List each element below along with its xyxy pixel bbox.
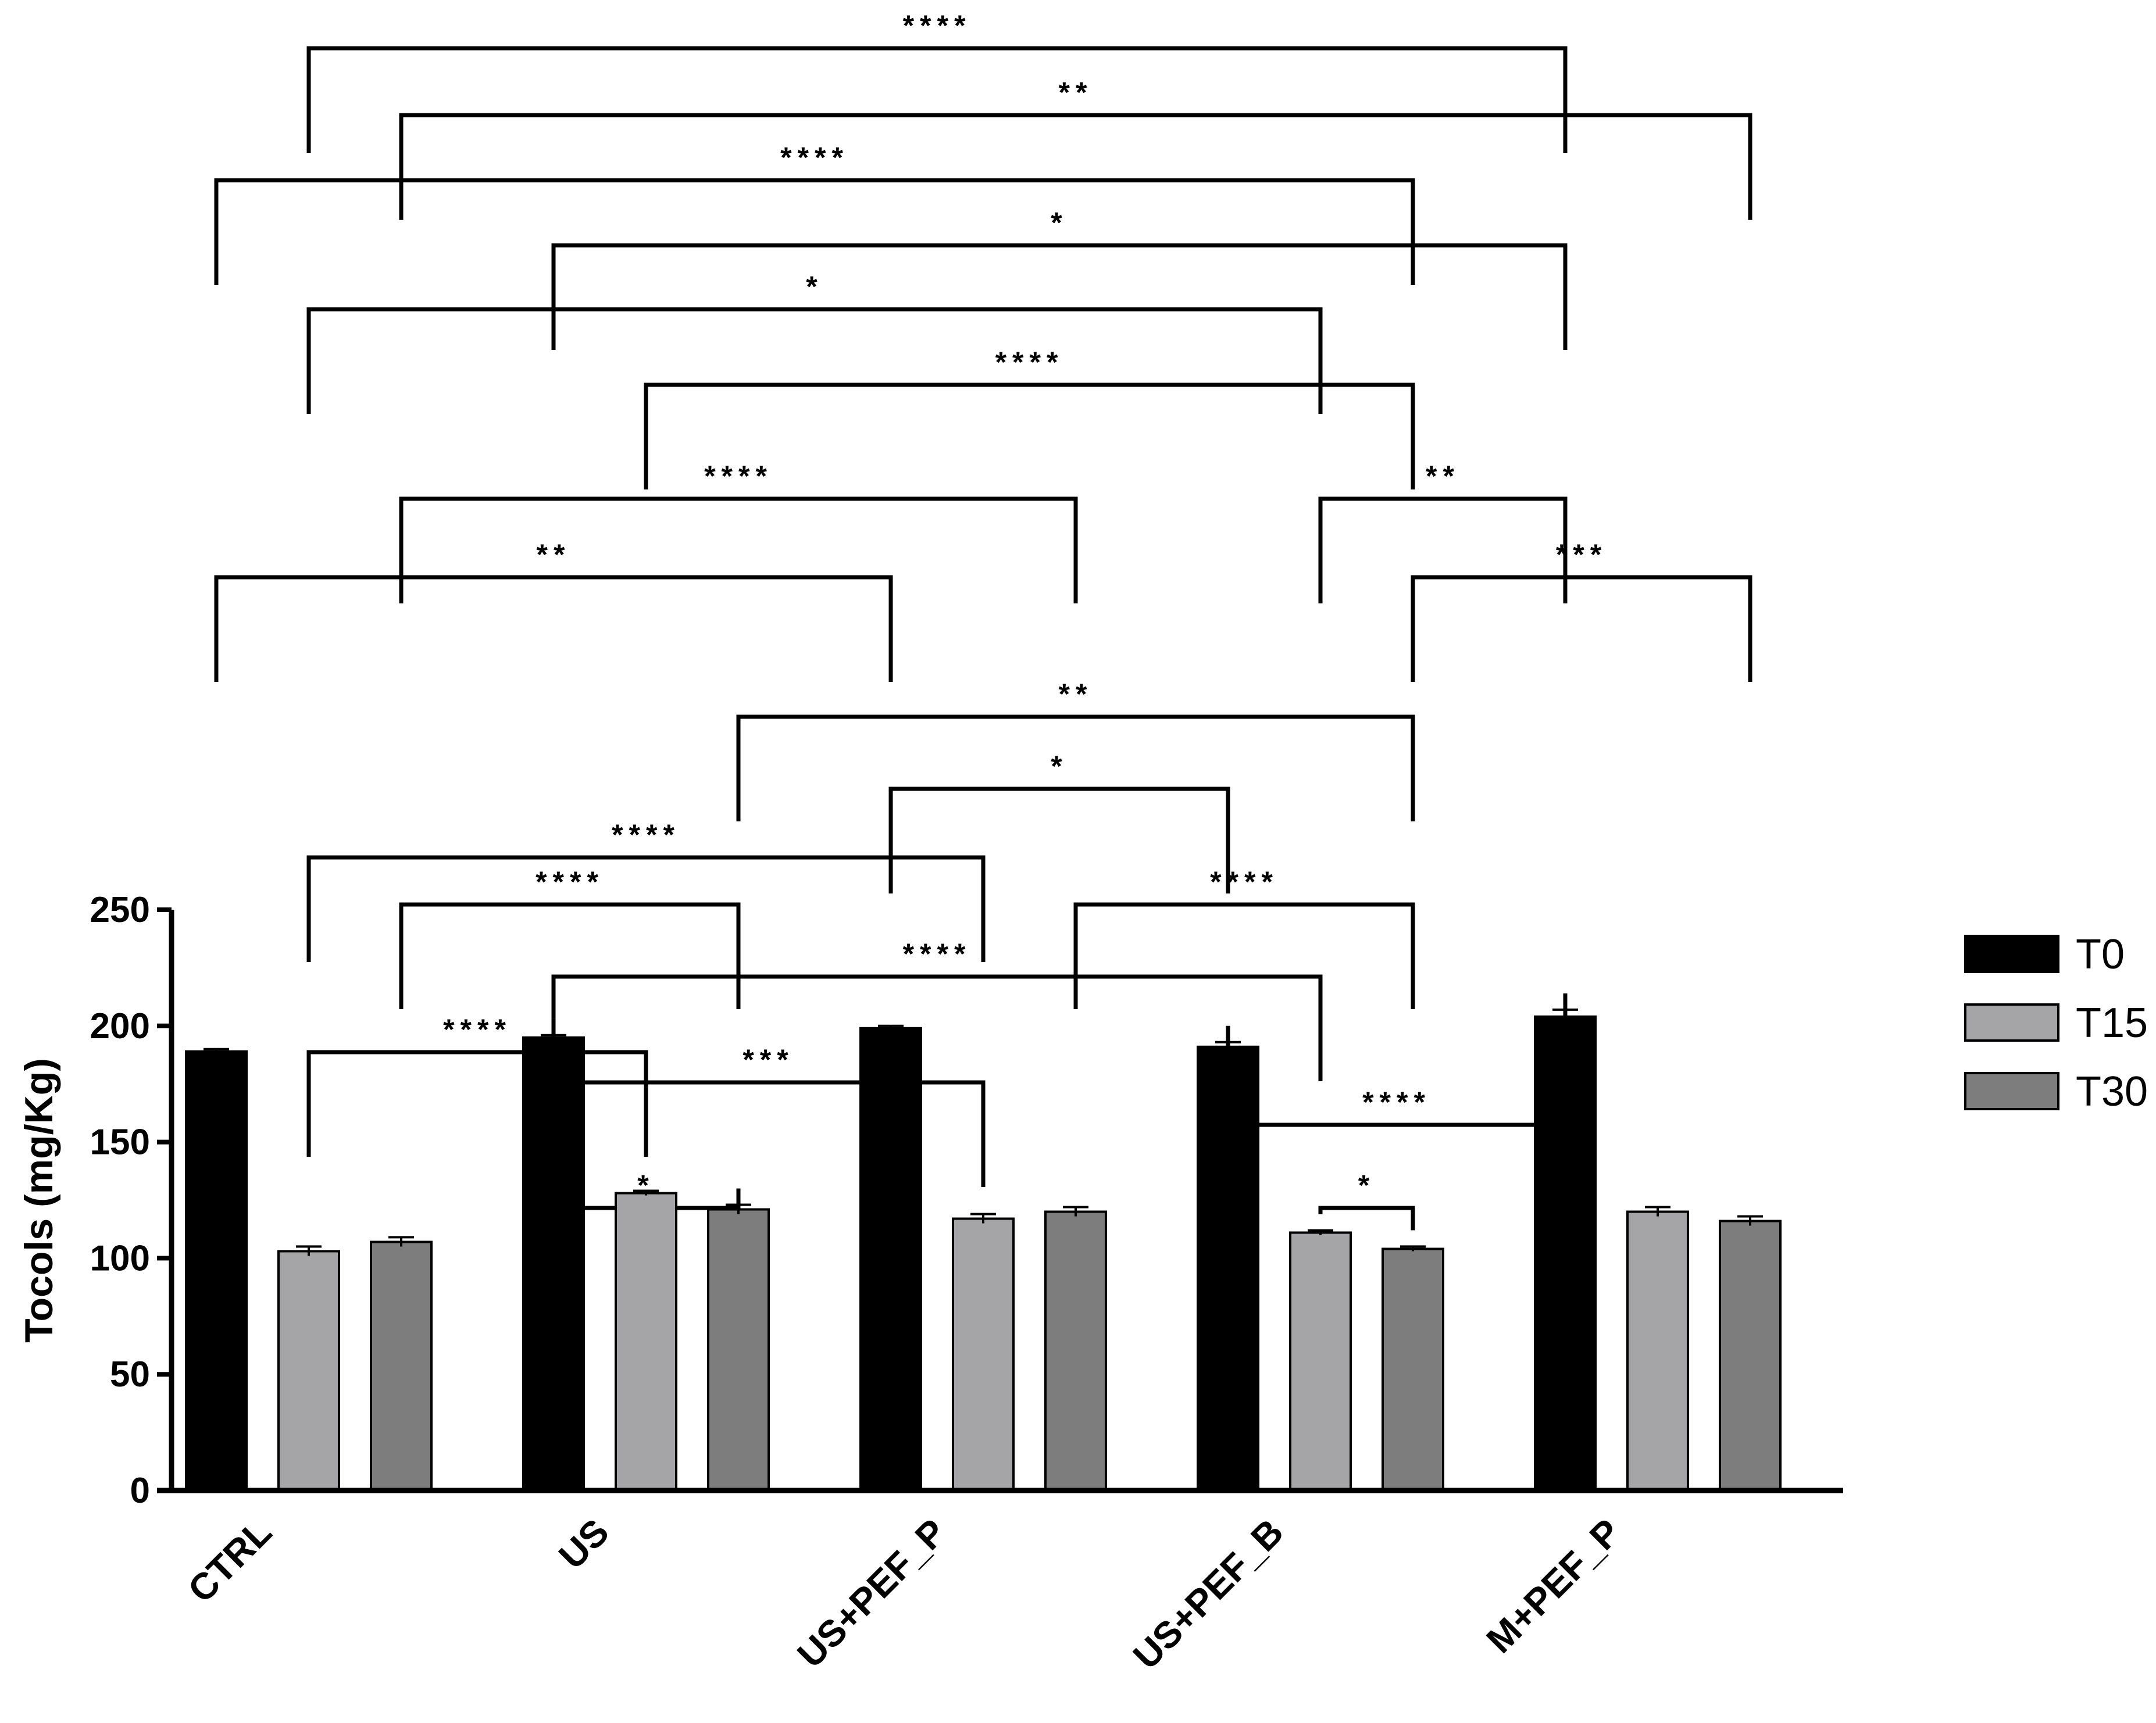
significance-label: ****	[903, 938, 972, 970]
y-tick-label: 250	[90, 890, 150, 930]
y-tick-label: 150	[90, 1123, 150, 1163]
legend-swatch-t30	[1964, 1072, 2059, 1110]
significance-label: *	[806, 270, 823, 303]
bar-t0	[1197, 1045, 1259, 1492]
y-tick-label: 0	[130, 1471, 150, 1511]
y-tick-label: 200	[90, 1006, 150, 1046]
legend: T0 T15 T30	[1964, 931, 2148, 1115]
y-tick-label: 50	[110, 1354, 150, 1395]
significance-brackets: ************************************** **…	[214, 9, 1752, 1231]
bar-t30	[370, 1241, 433, 1492]
significance-bracket	[888, 787, 1230, 893]
significance-label: ****	[443, 1013, 512, 1046]
bar-t15	[277, 1250, 340, 1492]
significance-bracket	[399, 496, 1078, 603]
bar-t30	[1044, 1210, 1107, 1492]
significance-bracket	[306, 855, 986, 962]
y-tick-label: 100	[90, 1238, 150, 1278]
x-tick-label: CTRL	[180, 1511, 280, 1611]
significance-bracket	[551, 974, 1323, 1081]
y-axis-label: Tocols (mg/Kg)	[17, 1058, 61, 1343]
legend-swatch-t0	[1964, 935, 2059, 973]
axes	[157, 910, 1843, 1493]
bar-t15	[615, 1192, 677, 1492]
bar-t15	[1289, 1231, 1352, 1492]
significance-label: ****	[536, 866, 604, 898]
significance-label: ****	[780, 141, 849, 174]
significance-label: ****	[1362, 1086, 1431, 1118]
significance-bracket	[306, 46, 1568, 153]
bar-t15	[1626, 1210, 1689, 1492]
legend-label-t0: T0	[2076, 931, 2125, 978]
error-bars	[204, 1008, 1763, 1256]
significance-bracket	[551, 243, 1568, 350]
bar-t0	[859, 1027, 922, 1492]
significance-label: ***	[743, 1043, 794, 1076]
significance-bracket	[1411, 575, 1752, 682]
bar-t30	[707, 1208, 770, 1492]
significance-label: ****	[1210, 866, 1279, 898]
bar-t30	[1382, 1247, 1444, 1492]
significance-bracket	[1073, 902, 1415, 1009]
significance-label: *	[1358, 1169, 1375, 1202]
bar-t30	[1719, 1220, 1782, 1492]
significance-bracket	[306, 307, 1323, 414]
x-tick-label: US+PEF_P	[789, 1511, 954, 1676]
significance-bracket	[1318, 496, 1568, 603]
significance-label: ****	[995, 346, 1064, 378]
y-ticks: 0 50 100 150 200 250	[90, 890, 172, 1511]
significance-label: ****	[704, 460, 773, 492]
significance-bracket	[399, 113, 1752, 220]
significance-label: **	[1426, 460, 1460, 492]
significance-label: *	[1051, 750, 1068, 782]
bar-t0	[185, 1050, 248, 1492]
bar-t0	[522, 1036, 585, 1492]
significance-bracket	[736, 714, 1415, 821]
significance-bracket	[399, 902, 741, 1009]
significance-label: **	[537, 538, 571, 571]
x-tick-label: US+PEF_B	[1125, 1511, 1291, 1677]
x-tick-label: M+PEF_P	[1478, 1511, 1628, 1661]
x-tick-label: US	[551, 1511, 617, 1577]
legend-label-t15: T15	[2076, 1000, 2148, 1046]
bar-t15	[952, 1217, 1015, 1492]
significance-bracket	[644, 383, 1415, 489]
significance-bracket	[214, 178, 1415, 285]
significance-bracket	[306, 1050, 648, 1157]
bar-t0	[1534, 1015, 1597, 1492]
significance-label: *	[1051, 206, 1068, 239]
x-tick-labels: CTRL US US+PEF_P US+PEF_B M+PEF_P	[180, 1511, 1629, 1677]
significance-label: **	[1059, 76, 1093, 109]
significance-bracket	[1318, 1206, 1415, 1231]
significance-label: ****	[612, 818, 680, 851]
legend-label-t30: T30	[2076, 1068, 2148, 1115]
significance-label: **	[1059, 678, 1093, 710]
legend-swatch-t15	[1964, 1003, 2059, 1042]
significance-label: ****	[903, 9, 972, 42]
significance-bracket	[214, 575, 893, 682]
bars	[185, 1015, 1782, 1492]
significance-label: ***	[1556, 538, 1607, 571]
